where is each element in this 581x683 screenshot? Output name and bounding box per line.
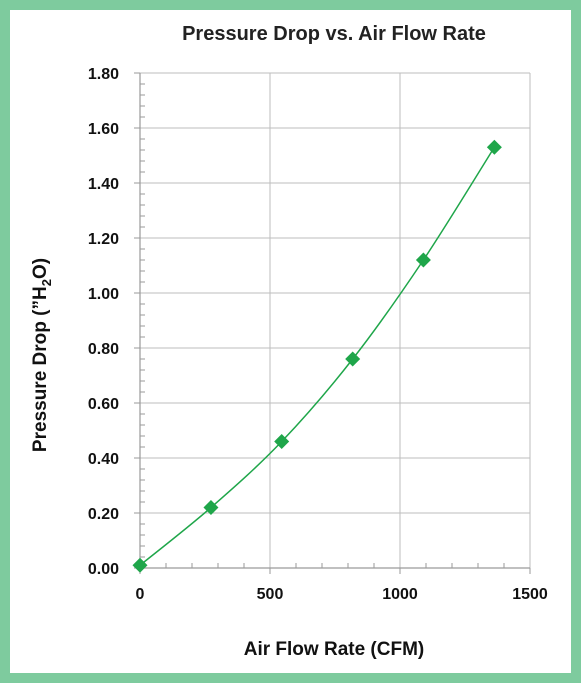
- y-axis-label-before: Pressure Drop (”H: [30, 286, 51, 452]
- y-tick-label: 1.80: [88, 66, 119, 83]
- data-point-marker: [132, 557, 148, 573]
- data-point-marker: [203, 500, 219, 515]
- y-tick-label: 1.60: [88, 121, 119, 138]
- y-axis-label-after: O): [30, 258, 51, 279]
- y-tick-labels: 0.00 0.20 0.40 0.60 0.80 1.00 1.20 1.40 1.60 1.80: [88, 66, 119, 578]
- chart-title: Pressure Drop vs. Air Flow Rate: [182, 23, 486, 45]
- y-axis-label: Pressure Drop (”H2O): [30, 258, 54, 452]
- y-tick-label: 1.00: [88, 286, 119, 303]
- x-tick-label: 0: [136, 586, 145, 603]
- plot-area: [140, 73, 530, 568]
- y-axis-label-sub: 2: [39, 279, 54, 286]
- y-tick-label: 0.60: [88, 396, 119, 413]
- y-tick-label: 0.80: [88, 341, 119, 358]
- data-point-marker: [345, 351, 361, 367]
- data-point-marker: [486, 139, 502, 155]
- y-tick-label: 1.20: [88, 231, 119, 248]
- y-minor-ticks: [140, 83, 505, 568]
- x-tick-label: 1500: [512, 586, 548, 603]
- x-axis-label: Air Flow Rate (CFM): [244, 639, 425, 660]
- x-tick-labels: 0 500 1000 1500: [136, 586, 548, 603]
- y-tick-label: 1.40: [88, 176, 119, 193]
- y-tick-label: 0.00: [88, 561, 119, 578]
- y-tick-label: 0.20: [88, 506, 119, 523]
- x-tick-label: 500: [257, 586, 284, 603]
- data-point-marker: [415, 252, 431, 268]
- x-tick-label: 1000: [382, 586, 418, 603]
- y-tick-label: 0.40: [88, 451, 119, 468]
- data-point-marker: [274, 434, 290, 449]
- data-series: [132, 139, 502, 573]
